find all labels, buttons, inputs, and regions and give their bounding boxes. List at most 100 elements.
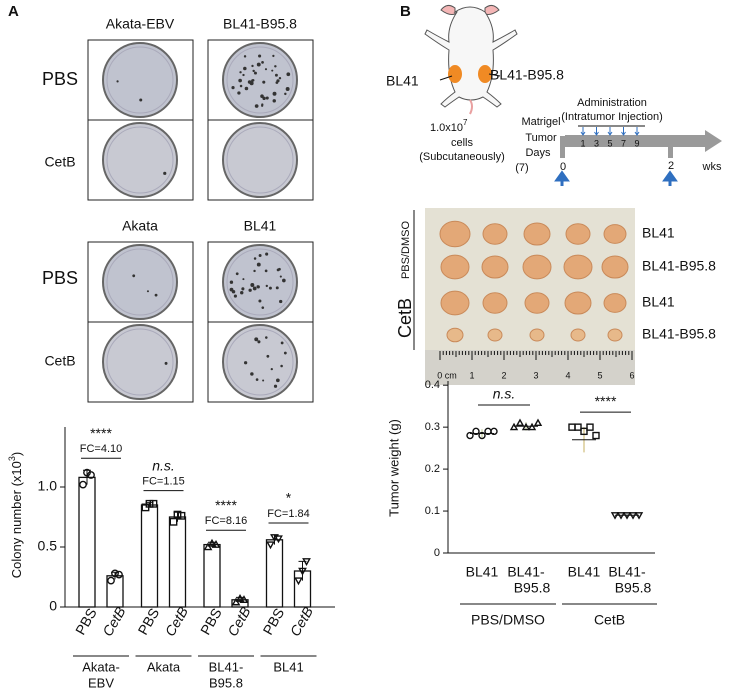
admin-label: Administration [577, 97, 647, 109]
timeline-label: 0 [560, 161, 566, 173]
colony [285, 87, 290, 91]
tumor [524, 292, 550, 314]
group-label: CetB [594, 612, 625, 628]
colony [264, 269, 268, 273]
y-tick-label: 0.4 [425, 379, 440, 391]
tumor [603, 293, 627, 313]
panel-label: B [400, 3, 411, 20]
plate [102, 324, 178, 400]
colony [284, 92, 287, 96]
colony [164, 361, 168, 365]
point [149, 499, 158, 508]
colony [265, 96, 269, 100]
colony [252, 286, 257, 291]
point [610, 512, 620, 520]
colony [272, 54, 275, 58]
row-label: CetB [44, 353, 75, 369]
x-tick-label: CetB [99, 604, 128, 639]
group-label: Akata [147, 659, 181, 674]
colony [272, 91, 277, 96]
colony [265, 252, 269, 256]
colony [241, 287, 245, 291]
colony [257, 340, 261, 344]
x-tick-label: BL41- [608, 564, 646, 580]
plate-inner [226, 328, 294, 396]
tumor [439, 220, 471, 248]
colony [251, 79, 254, 82]
photo-row-label: BL41 [642, 294, 675, 310]
colony [233, 294, 237, 298]
x-tick-label: B95.8 [514, 580, 551, 596]
plate [222, 244, 298, 320]
colony [163, 171, 167, 175]
ruler-label: 4 [565, 370, 570, 380]
bar [168, 516, 187, 608]
x-tick-label: PBS [197, 605, 225, 637]
colony [271, 69, 274, 72]
point [568, 423, 576, 431]
group-label: Akata- [82, 659, 120, 674]
plate-inner [106, 126, 174, 194]
significance: **** [595, 393, 617, 409]
colony [275, 378, 280, 383]
x-tick-label: PBS [259, 605, 287, 637]
colony [239, 71, 242, 74]
cell-count: 1.0x107 [430, 118, 468, 134]
significance: **** [90, 425, 112, 441]
pointer-line [439, 75, 453, 81]
colony [258, 299, 262, 303]
group-label: BL41- [209, 659, 244, 674]
colony [116, 80, 119, 83]
colony [278, 76, 282, 80]
colony [250, 372, 254, 376]
colony [262, 96, 266, 101]
significance: * [286, 490, 292, 506]
timepoint-arrows [554, 170, 678, 186]
colony [239, 84, 243, 88]
bar [106, 575, 124, 608]
point [231, 597, 241, 606]
colony [255, 378, 259, 381]
point [211, 539, 221, 548]
x-tick-label: CetB [224, 604, 253, 639]
colony [253, 269, 256, 273]
colony [262, 379, 265, 382]
row-label: PBS [42, 69, 78, 89]
colony [247, 80, 252, 84]
colony [265, 336, 268, 339]
y-label-text: Colony number (x10 [9, 461, 24, 578]
timeline-label: (7) [515, 162, 528, 174]
colony [254, 104, 259, 108]
plate-inner [226, 126, 294, 194]
point [580, 427, 588, 436]
fold-change: FC=8.16 [205, 515, 248, 527]
mouse [424, 4, 518, 115]
colony [279, 299, 283, 304]
colony [238, 78, 242, 83]
colony [262, 80, 266, 84]
colony [258, 253, 262, 257]
plate-title: Akata [122, 218, 158, 234]
plate-title: BL41-B95.8 [223, 16, 297, 32]
y-tick-label: 0 [49, 598, 57, 614]
y-tick-label: 0.1 [425, 505, 440, 517]
injection-day: 7 [621, 138, 626, 148]
x-tick-label: B95.8 [615, 580, 652, 596]
point [592, 431, 600, 440]
photo-group: PBS/DMSO [400, 221, 412, 280]
injection-arrow [634, 127, 640, 136]
colony [272, 99, 276, 103]
colony [242, 278, 245, 281]
timeline-label: 2 [668, 160, 674, 172]
colony [251, 64, 254, 68]
colony [266, 354, 270, 358]
point [177, 511, 186, 520]
point [478, 431, 486, 440]
colony [242, 73, 245, 77]
injection-day: 9 [634, 138, 639, 148]
y-tick-label: 0.2 [425, 463, 440, 475]
x-tick-label: PBS [134, 605, 162, 637]
row-label: PBS [42, 268, 78, 288]
colony [231, 289, 236, 294]
colony [261, 306, 265, 309]
